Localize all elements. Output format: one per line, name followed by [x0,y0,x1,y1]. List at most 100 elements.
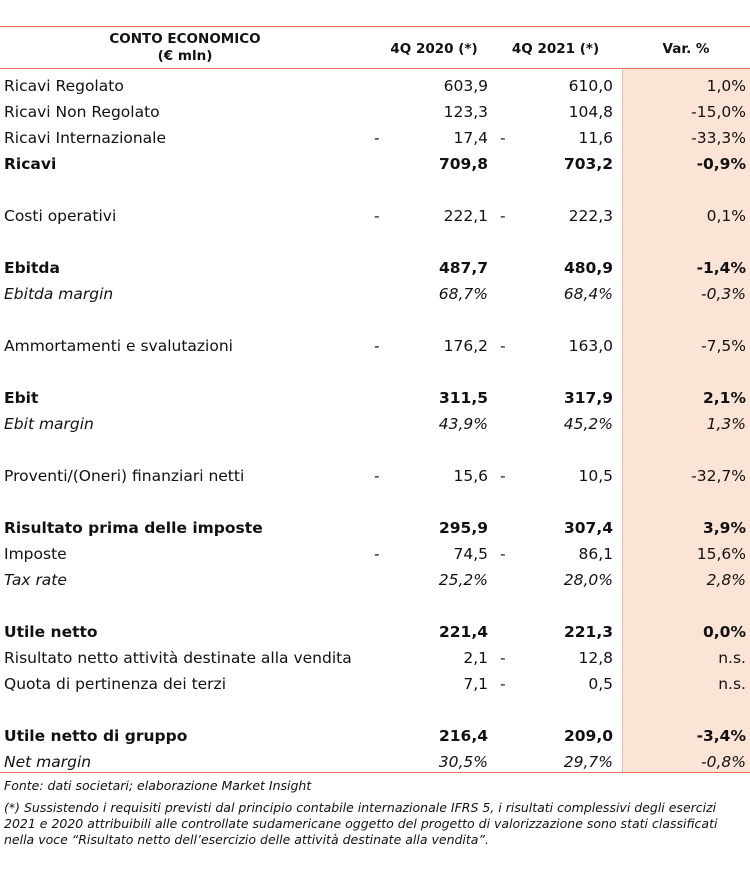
row-value-4q2021: 68,4% [563,285,613,303]
row-label: Tax rate [4,571,67,589]
header-col-4q2020: 4Q 2020 (*) [390,41,478,57]
row-value-var: 15,6% [696,545,746,563]
row-value-4q2020: 216,4 [438,727,488,745]
row-value-var: -7,5% [701,337,746,355]
row-value-4q2020: 487,7 [438,259,488,277]
row-value-4q2020: 123,3 [443,103,488,121]
header-col-var: Var. % [662,41,710,57]
row-value-var: n.s. [718,675,746,693]
row-value-var: 0,1% [706,207,746,225]
row-value-4q2021: 317,9 [563,389,613,407]
row-label: Utile netto [4,623,98,641]
row-value-var: -15,0% [691,103,746,121]
row-label: Net margin [4,753,92,771]
row-value-4q2021: 86,1 [578,545,613,563]
row-value-var: -3,4% [696,727,746,745]
row-label: Ebitda margin [4,285,114,303]
row-sign-2020: - [374,545,380,563]
row-sign-2021: - [500,675,506,693]
row-label: Ricavi Internazionale [4,129,167,147]
row-sign-2021: - [500,545,506,563]
table-header: CONTO ECONOMICO (€ mln) 4Q 2020 (*) 4Q 2… [0,27,750,69]
table-row: Ebitda margin 68,7% 68,4% -0,3% [0,281,750,307]
table-row: Ricavi Internazionale -17,4-11,6 -33,3% [0,125,750,151]
row-value-var: -0,3% [701,285,746,303]
row-value-4q2020: 709,8 [438,155,488,173]
row-value-var: -33,3% [691,129,746,147]
header-title: CONTO ECONOMICO (€ mln) [60,31,310,65]
row-value-4q2021: 45,2% [563,415,613,433]
row-value-4q2020: 43,9% [438,415,488,433]
var-column-shading [622,69,750,772]
row-value-4q2020: 74,5 [453,545,488,563]
table-top-rule [0,26,750,27]
row-label: Quota di pertinenza dei terzi [4,675,226,693]
row-value-4q2020: 15,6 [453,467,488,485]
row-value-4q2021: 221,3 [563,623,613,641]
table-row: Risultato netto attività destinate alla … [0,645,750,671]
row-sign-2020: - [374,467,380,485]
ifrs5-disclaimer: (*) Sussistendo i requisiti previsti dal… [4,800,718,847]
row-label: Ricavi Regolato [4,77,124,95]
row-label: Utile netto di gruppo [4,727,188,745]
row-value-4q2020: 295,9 [438,519,488,537]
row-value-4q2021: 11,6 [578,129,613,147]
row-label: Imposte [4,545,67,563]
table-row: Utile netto 221,4 221,3 0,0% [0,619,750,645]
row-sign-2020: - [374,337,380,355]
row-value-var: 0,0% [703,623,746,641]
table-row: Utile netto di gruppo 216,4 209,0 -3,4% [0,723,750,749]
row-label: Proventi/(Oneri) finanziari netti [4,467,245,485]
row-value-var: 2,1% [703,389,746,407]
row-label: Costi operativi [4,207,117,225]
row-sign-2021: - [500,467,506,485]
var-column-separator [622,69,623,772]
table-row: Ammortamenti e svalutazioni -176,2-163,0-… [0,333,750,359]
row-sign-2021: - [500,129,506,147]
row-sign-2021: - [500,207,506,225]
source-note: Fonte: dati societari; elaborazione Mark… [4,778,312,793]
row-value-4q2020: 176,2 [443,337,488,355]
row-label: Ebit [4,389,39,407]
row-value-4q2020: 2,1 [463,649,488,667]
table-row: Quota di pertinenza dei terzi 7,1- 0,5 n.s. [0,671,750,697]
table-row: Risultato prima delle imposte 295,9 307,4 3… [0,515,750,541]
row-value-4q2021: 703,2 [563,155,613,173]
table-row: Net margin 30,5% 29,7% -0,8% [0,749,750,775]
header-rule [0,68,750,69]
row-value-var: -1,4% [696,259,746,277]
row-value-4q2020: 311,5 [438,389,488,407]
row-value-var: -0,9% [696,155,746,173]
table-row: Tax rate 25,2% 28,0% 2,8% [0,567,750,593]
row-value-4q2021: 104,8 [568,103,613,121]
row-label: Ricavi Non Regolato [4,103,160,121]
row-label: Ammortamenti e svalutazioni [4,337,233,355]
row-value-4q2021: 0,5 [588,675,613,693]
header-title-line1: CONTO ECONOMICO [109,31,261,47]
table-row: Ricavi 709,8 703,2 -0,9% [0,151,750,177]
row-label: Ebit margin [4,415,94,433]
row-label: Risultato netto attività destinate alla … [4,649,352,667]
row-sign-2020: - [374,207,380,225]
row-value-4q2021: 209,0 [563,727,613,745]
row-sign-2020: - [374,129,380,147]
table-row: Ebit margin 43,9% 45,2% 1,3% [0,411,750,437]
row-value-4q2020: 68,7% [438,285,488,303]
table-row: Ebit 311,5 317,9 2,1% [0,385,750,411]
table-row: Ricavi Non Regolato 123,3 104,8 -15,0% [0,99,750,125]
table-row: Imposte -74,5-86,1 15,6% [0,541,750,567]
row-value-4q2021: 12,8 [578,649,613,667]
row-value-4q2020: 30,5% [438,753,488,771]
row-value-4q2021: 222,3 [568,207,613,225]
row-label: Ebitda [4,259,60,277]
row-value-4q2020: 222,1 [443,207,488,225]
row-value-4q2020: 7,1 [463,675,488,693]
table-row: Costi operativi -222,1-222,3 0,1% [0,203,750,229]
row-value-4q2021: 10,5 [578,467,613,485]
row-value-var: -0,8% [701,753,746,771]
row-value-4q2021: 307,4 [563,519,613,537]
row-value-4q2021: 28,0% [563,571,613,589]
row-sign-2021: - [500,649,506,667]
row-value-4q2020: 17,4 [453,129,488,147]
row-sign-2021: - [500,337,506,355]
